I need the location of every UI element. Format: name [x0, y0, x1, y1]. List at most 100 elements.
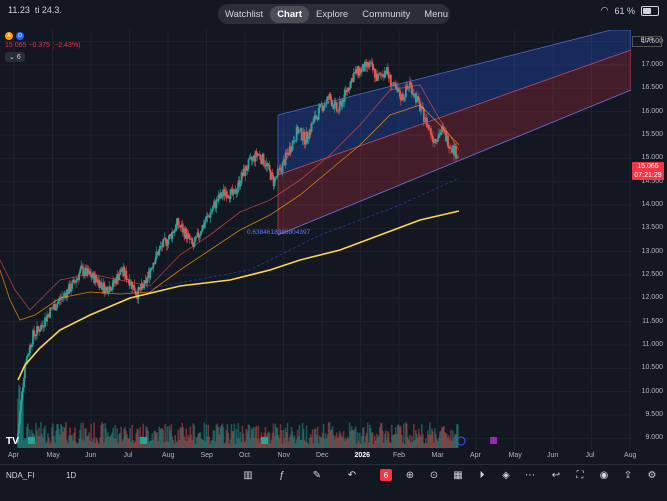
volume-bar	[404, 422, 407, 448]
volume-bar	[168, 426, 171, 448]
candle-body	[157, 252, 160, 256]
time-tick: Apr	[470, 452, 481, 459]
alert-badge[interactable]: A	[5, 32, 13, 40]
volume-bar	[132, 439, 134, 448]
volume-bar	[211, 439, 214, 448]
candle-body	[299, 128, 302, 131]
time-tick: Aug	[162, 452, 175, 459]
volume-bar	[180, 427, 183, 448]
volume-bar	[107, 432, 109, 448]
candle-body	[423, 108, 425, 122]
candle-body	[208, 215, 211, 218]
undo-icon[interactable]: ↩	[551, 469, 561, 481]
dividend-marker[interactable]	[456, 436, 466, 446]
volume-bar	[381, 430, 384, 448]
crosshair-icon[interactable]: ⊙	[429, 469, 439, 481]
volume-bar	[350, 426, 353, 448]
currency-label[interactable]: EUR	[632, 36, 662, 47]
camera-icon[interactable]: ◉	[599, 469, 609, 481]
candle-body	[315, 116, 318, 120]
candle-body	[261, 153, 264, 164]
tab-explore[interactable]: Explore	[316, 8, 349, 20]
candle-body	[173, 230, 176, 234]
volume-bar	[454, 434, 456, 448]
volume-bar	[92, 438, 94, 448]
candle-body	[441, 126, 443, 132]
candle-body	[167, 239, 170, 245]
alert-icon[interactable]: 6	[380, 469, 392, 481]
candle-body	[169, 233, 172, 235]
candle-body	[150, 268, 153, 271]
volume-bar	[447, 438, 449, 448]
share-icon[interactable]: ⇪	[623, 469, 633, 481]
volume-bar	[20, 398, 22, 448]
volume-bar	[380, 423, 383, 448]
volume-bar	[54, 442, 56, 448]
fullscreen-icon[interactable]: ⛶	[576, 469, 584, 481]
interval-button[interactable]: 1D	[66, 471, 77, 480]
candle-body	[279, 167, 282, 170]
candle-body	[21, 391, 23, 402]
volume-bar	[188, 437, 191, 448]
dividend-badge[interactable]: D	[16, 32, 24, 40]
layers-icon[interactable]: ◈	[502, 469, 510, 481]
candle-body	[427, 125, 429, 127]
chart-type-icon[interactable]: ▥	[243, 469, 253, 481]
draw-icon[interactable]: ✎	[312, 469, 322, 481]
indicators-toggle[interactable]: ⌄ 6	[5, 52, 25, 62]
candle-body	[289, 146, 292, 152]
replay-icon[interactable]: ⏵	[479, 469, 485, 481]
volume-bar	[452, 430, 454, 448]
volume-bar	[258, 442, 261, 448]
candle-body	[134, 290, 137, 294]
candle-body	[430, 128, 432, 135]
volume-bar	[450, 430, 452, 448]
candle-body	[223, 189, 226, 196]
candle-body	[17, 433, 19, 443]
volume-bar	[61, 425, 63, 448]
volume-bar	[343, 440, 346, 448]
calendar-icon[interactable]: ▦	[453, 469, 463, 481]
volume-bar	[204, 441, 207, 448]
undo-line-icon[interactable]: ↶	[347, 469, 357, 481]
candle-body	[69, 283, 72, 292]
tab-community[interactable]: Community	[362, 8, 411, 20]
volume-bar	[231, 430, 234, 448]
volume-bar	[160, 428, 163, 448]
candle-body	[183, 228, 186, 238]
volume-bar	[181, 422, 184, 448]
volume-bar	[103, 442, 105, 448]
candle-body	[276, 169, 279, 177]
price-chart[interactable]	[0, 30, 631, 450]
time-tick: 2026	[354, 452, 371, 459]
tab-chart[interactable]: Chart	[270, 5, 309, 23]
price-axis[interactable]: 17.500 17.000 16.500 16.000 15.500 15.000 14.5…	[631, 30, 667, 460]
candle-body	[122, 267, 125, 273]
volume-bar	[337, 436, 340, 448]
add-icon[interactable]: ⊕	[405, 469, 415, 481]
candle-body	[338, 101, 341, 112]
volume-bar	[56, 424, 58, 448]
candle-body	[435, 139, 437, 142]
volume-bar	[321, 432, 324, 448]
candle-body	[164, 237, 167, 239]
indicators-icon[interactable]: ƒ	[279, 469, 285, 481]
volume-bar	[39, 436, 41, 448]
tab-watchlist[interactable]: Watchlist	[225, 8, 264, 20]
candle-body	[46, 315, 48, 322]
earnings-markers[interactable]	[28, 437, 497, 444]
volume-bar	[129, 428, 131, 448]
volume-bar	[294, 443, 297, 448]
candle-body	[346, 87, 349, 93]
candle-body	[253, 155, 256, 162]
settings-icon[interactable]: ⚙	[647, 469, 657, 481]
more-icon[interactable]: ⋯	[525, 469, 535, 481]
time-axis[interactable]: Apr May Jun Jul Aug Sep Oct Nov Dec 2026 Feb Mar Apr…	[0, 450, 636, 462]
symbol-button[interactable]: NDA_FI	[6, 471, 35, 480]
volume-bar	[192, 423, 195, 448]
volume-bar	[146, 427, 148, 448]
volume-bar	[25, 438, 27, 448]
tab-menu[interactable]: Menu	[424, 8, 449, 20]
candle-body	[125, 270, 128, 281]
time-tick: Oct	[239, 452, 250, 459]
